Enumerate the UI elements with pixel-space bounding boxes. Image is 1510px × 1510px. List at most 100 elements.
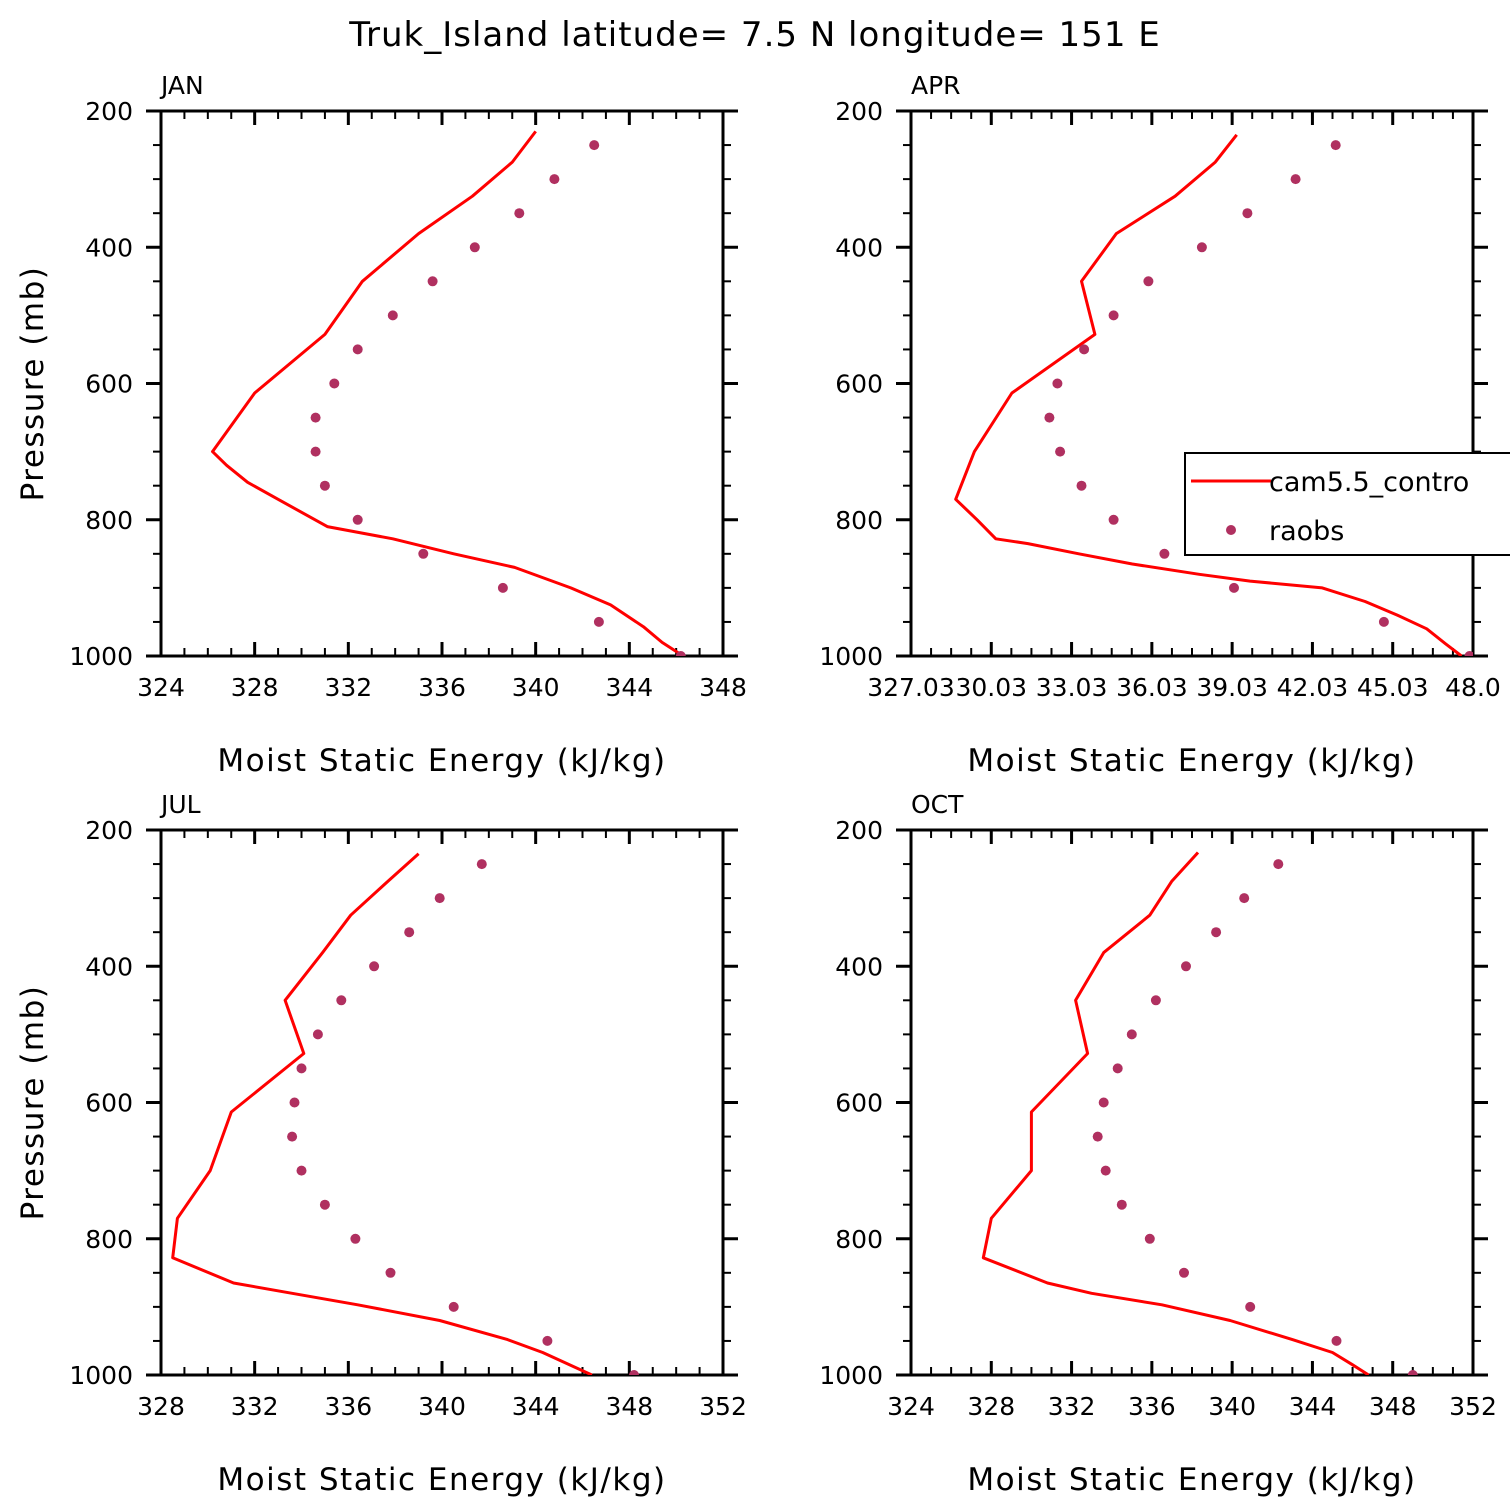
x-tick-label: 340 bbox=[418, 1392, 466, 1421]
data-point-raobs bbox=[1150, 995, 1161, 1006]
data-point-raobs bbox=[1076, 480, 1087, 491]
data-point-raobs bbox=[1126, 1029, 1137, 1040]
data-point-raobs bbox=[1159, 548, 1170, 559]
x-tick-label: 324 bbox=[887, 1392, 935, 1421]
plot-data bbox=[981, 851, 1418, 1375]
data-point-raobs bbox=[352, 514, 363, 525]
x-tick-label: 344 bbox=[605, 673, 653, 702]
x-tick-label: 348 bbox=[1369, 1392, 1417, 1421]
y-tick-label: 400 bbox=[835, 952, 883, 981]
y-tick-label: 200 bbox=[85, 816, 133, 845]
x-tick-label: 48.0 bbox=[1445, 673, 1501, 702]
data-point-raobs bbox=[369, 961, 380, 972]
data-point-raobs bbox=[1179, 1267, 1189, 1278]
x-tick-label: 39.03 bbox=[1196, 673, 1268, 702]
y-tick-label: 600 bbox=[85, 1089, 133, 1118]
legend-dot-swatch bbox=[1226, 525, 1236, 535]
data-point-raobs bbox=[542, 1335, 553, 1346]
data-point-raobs bbox=[434, 893, 445, 904]
legend-label: raobs bbox=[1269, 516, 1344, 547]
y-axis-label: Pressure (mb) bbox=[15, 266, 51, 502]
data-point-raobs bbox=[514, 208, 525, 219]
y-tick-label: 600 bbox=[835, 370, 883, 399]
data-point-raobs bbox=[1331, 1335, 1342, 1346]
data-point-raobs bbox=[1112, 1063, 1123, 1074]
data-point-raobs bbox=[352, 344, 363, 355]
y-tick-label: 1000 bbox=[69, 1361, 133, 1390]
panel-jul: 328 332 336 340 344 348 352 200 400 600 800 1000 JUL… bbox=[15, 790, 747, 1498]
data-point-raobs bbox=[1211, 927, 1222, 938]
x-tick-label: 332 bbox=[231, 1392, 279, 1421]
panel-apr: 327.03 30.03 33.03 36.03 39.03 42.03 45.03 48.0… bbox=[819, 71, 1510, 779]
x-tick-label: 332 bbox=[1048, 1392, 1096, 1421]
plot-data bbox=[954, 133, 1473, 656]
data-point-raobs bbox=[1100, 1165, 1111, 1176]
x-tick-label: 332 bbox=[324, 673, 372, 702]
data-point-raobs bbox=[629, 1370, 639, 1375]
y-tick-label: 800 bbox=[85, 506, 133, 535]
data-point-raobs bbox=[1273, 859, 1284, 870]
y-tick-label: 400 bbox=[85, 952, 133, 981]
panel-label: JUL bbox=[159, 790, 201, 819]
plot-frame bbox=[159, 109, 725, 658]
data-point-raobs bbox=[289, 1097, 300, 1108]
y-tick-label: 800 bbox=[835, 506, 883, 535]
data-point-raobs bbox=[1181, 961, 1191, 972]
x-tick-label: 352 bbox=[1449, 1392, 1497, 1421]
panel-oct: 324 328 332 336 340 344 348 352 200 400 600 800 1000… bbox=[819, 790, 1496, 1498]
data-point-raobs bbox=[1144, 1233, 1155, 1244]
data-point-raobs bbox=[310, 446, 321, 457]
series-line-cam5.5_control bbox=[981, 851, 1370, 1375]
y-tick-label: 1000 bbox=[819, 1361, 883, 1390]
x-tick-label: 327.03 bbox=[867, 673, 954, 702]
x-axis-label: Moist Static Energy (kJ/kg) bbox=[217, 1462, 666, 1498]
x-tick-label: 340 bbox=[512, 673, 560, 702]
data-point-raobs bbox=[310, 412, 321, 423]
figure-title: Truk_Island latitude= 7.5 N longitude= 1… bbox=[348, 15, 1161, 55]
data-point-raobs bbox=[1196, 242, 1207, 253]
data-point-raobs bbox=[427, 276, 438, 287]
x-tick-label: 328 bbox=[231, 673, 279, 702]
x-tick-label: 328 bbox=[137, 1392, 185, 1421]
y-tick-label: 800 bbox=[835, 1225, 883, 1254]
data-point-raobs bbox=[1242, 208, 1253, 219]
data-point-raobs bbox=[329, 378, 340, 389]
panel-jan: 324 328 332 336 340 344 348 200 400 600 800 1000 JAN… bbox=[15, 71, 747, 779]
data-point-raobs bbox=[1464, 651, 1473, 656]
data-point-raobs bbox=[1245, 1301, 1256, 1312]
data-point-raobs bbox=[593, 616, 604, 627]
data-point-raobs bbox=[319, 1199, 330, 1210]
y-tick-label: 400 bbox=[85, 233, 133, 262]
data-point-raobs bbox=[1044, 412, 1055, 423]
data-point-raobs bbox=[319, 480, 330, 491]
data-point-raobs bbox=[448, 1301, 459, 1312]
data-point-raobs bbox=[1108, 514, 1119, 525]
data-point-raobs bbox=[296, 1063, 307, 1074]
data-point-raobs bbox=[404, 927, 415, 938]
legend-box bbox=[1184, 452, 1510, 556]
data-point-raobs bbox=[549, 174, 560, 185]
y-tick-label: 800 bbox=[85, 1225, 133, 1254]
data-point-raobs bbox=[1239, 893, 1250, 904]
x-tick-label: 348 bbox=[699, 673, 747, 702]
x-tick-label: 36.03 bbox=[1116, 673, 1188, 702]
data-point-raobs bbox=[350, 1233, 361, 1244]
data-point-raobs bbox=[1290, 174, 1301, 185]
data-point-raobs bbox=[287, 1131, 298, 1142]
x-axis-label: Moist Static Energy (kJ/kg) bbox=[967, 743, 1416, 779]
data-point-raobs bbox=[1330, 140, 1341, 151]
x-tick-label: 30.03 bbox=[955, 673, 1027, 702]
x-tick-label: 352 bbox=[699, 1392, 747, 1421]
x-tick-label: 324 bbox=[137, 673, 185, 702]
x-tick-label: 336 bbox=[324, 1392, 372, 1421]
data-point-raobs bbox=[1108, 310, 1119, 321]
data-point-raobs bbox=[1407, 1370, 1418, 1375]
data-point-raobs bbox=[296, 1165, 307, 1176]
data-point-raobs bbox=[589, 140, 600, 151]
x-tick-label: 336 bbox=[1128, 1392, 1176, 1421]
data-point-raobs bbox=[1092, 1131, 1103, 1142]
data-point-raobs bbox=[1229, 582, 1239, 593]
panel-label: OCT bbox=[911, 790, 964, 819]
y-axis-label: Pressure (mb) bbox=[15, 985, 51, 1221]
